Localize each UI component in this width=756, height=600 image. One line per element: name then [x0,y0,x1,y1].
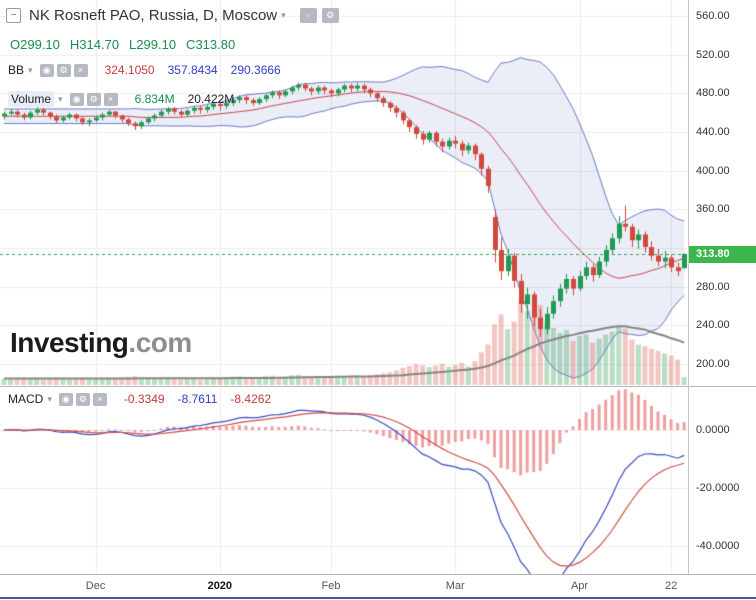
chevron-down-icon[interactable]: ▾ [47,393,52,404]
settings-icon[interactable]: ⚙ [86,92,101,106]
time-axis[interactable]: Dec 2020 Feb Mar Apr 22 [0,575,756,597]
macd-histogram-value: -0.3349 [123,392,165,406]
price-tick-label: 560.00 [696,10,730,22]
macd-indicator-row: MACD ▾ ◉ ⚙ × -0.3349 -8.7611 -8.4262 [8,392,271,406]
high-label: H [69,37,80,52]
macd-label[interactable]: MACD [8,392,44,406]
chevron-down-icon[interactable]: ▾ [58,93,63,104]
price-tick-label: 200.00 [696,358,730,370]
visibility-icon[interactable]: ◉ [39,63,54,77]
time-axis-label: Mar [445,580,465,592]
price-tick-label: 480.00 [696,87,730,100]
settings-icon[interactable]: ⚙ [75,392,90,406]
macd-tick-label: 0.0000 [696,424,730,436]
pane-separator[interactable] [0,574,756,575]
bottom-accent-line [0,597,756,599]
close-label: C [186,37,196,52]
close-icon[interactable]: × [73,63,88,77]
collapse-panel-icon[interactable]: − [6,8,21,23]
price-tick-label: 240.00 [696,319,730,332]
macd-line-value: -8.7611 [177,392,218,406]
visibility-icon[interactable]: ◉ [69,92,84,106]
close-value: 313.80 [195,37,236,52]
settings-icon[interactable]: ⚙ [56,63,71,77]
macd-tick-label: -40.0000 [696,540,740,552]
volume-ma-value: 20.422M [187,92,235,106]
price-tick-label: 280.00 [696,280,730,293]
macd-signal-value: -8.4262 [230,392,272,406]
chevron-down-icon[interactable]: ▾ [281,10,286,20]
time-axis-label: 22 [664,580,678,592]
time-axis-label: 2020 [207,580,233,592]
high-value: 314.70 [79,37,120,52]
macd-tick-label: -20.0000 [696,482,740,494]
visibility-icon[interactable]: ◉ [58,392,73,406]
macd-chart-canvas[interactable] [0,387,688,574]
price-tick-label: 520.00 [696,48,730,61]
chart-title-bar: − NK Rosneft PAO, Russia, D, Moscow ▾ ▫ … [6,7,339,24]
last-price-badge: 313.80 [689,245,756,263]
price-tick-label: 440.00 [696,126,730,138]
bb-label[interactable]: BB [8,63,25,77]
volume-label[interactable]: Volume [8,91,55,107]
pane-separator[interactable] [0,386,756,387]
volume-indicator-row: Volume ▾ ◉ ⚙ × 6.834M 20.422M [8,91,234,107]
price-tick-label: 400.00 [696,164,730,177]
bb-indicator-row: BB ▾ ◉ ⚙ × 324.1050 357.8434 290.3666 [8,63,281,77]
time-axis-label: Apr [570,580,589,592]
volume-value: 6.834M [134,92,175,106]
bb-lower-value: 290.3666 [230,63,281,77]
symbol-title[interactable]: NK Rosneft PAO, Russia, D, Moscow [29,7,278,24]
axis-separator [688,0,689,574]
low-value: 299.10 [136,37,177,52]
macd-axis[interactable]: 0.0000 -20.0000 -40.0000 [689,387,756,574]
close-icon[interactable]: × [92,392,107,406]
open-value: 299.10 [20,37,60,52]
price-chart-canvas[interactable] [0,0,688,386]
camera-icon[interactable]: ▫ [299,8,317,23]
ohlc-readout: O299.10 H314.70 L299.10 C313.80 [10,37,245,52]
time-axis-label: Dec [85,580,106,592]
chevron-down-icon[interactable]: ▾ [28,64,33,75]
time-axis-label: Feb [321,580,341,592]
low-label: L [129,37,137,52]
price-tick-label: 360.00 [696,203,730,216]
price-axis[interactable]: 313.80 560.00 520.00 480.00 440.00 400.00 360… [689,0,756,574]
close-icon[interactable]: × [103,92,118,106]
settings-icon[interactable]: ⚙ [321,8,339,23]
bb-median-value: 324.1050 [104,63,155,77]
open-label: O [10,37,21,52]
bb-upper-value: 357.8434 [167,63,218,77]
